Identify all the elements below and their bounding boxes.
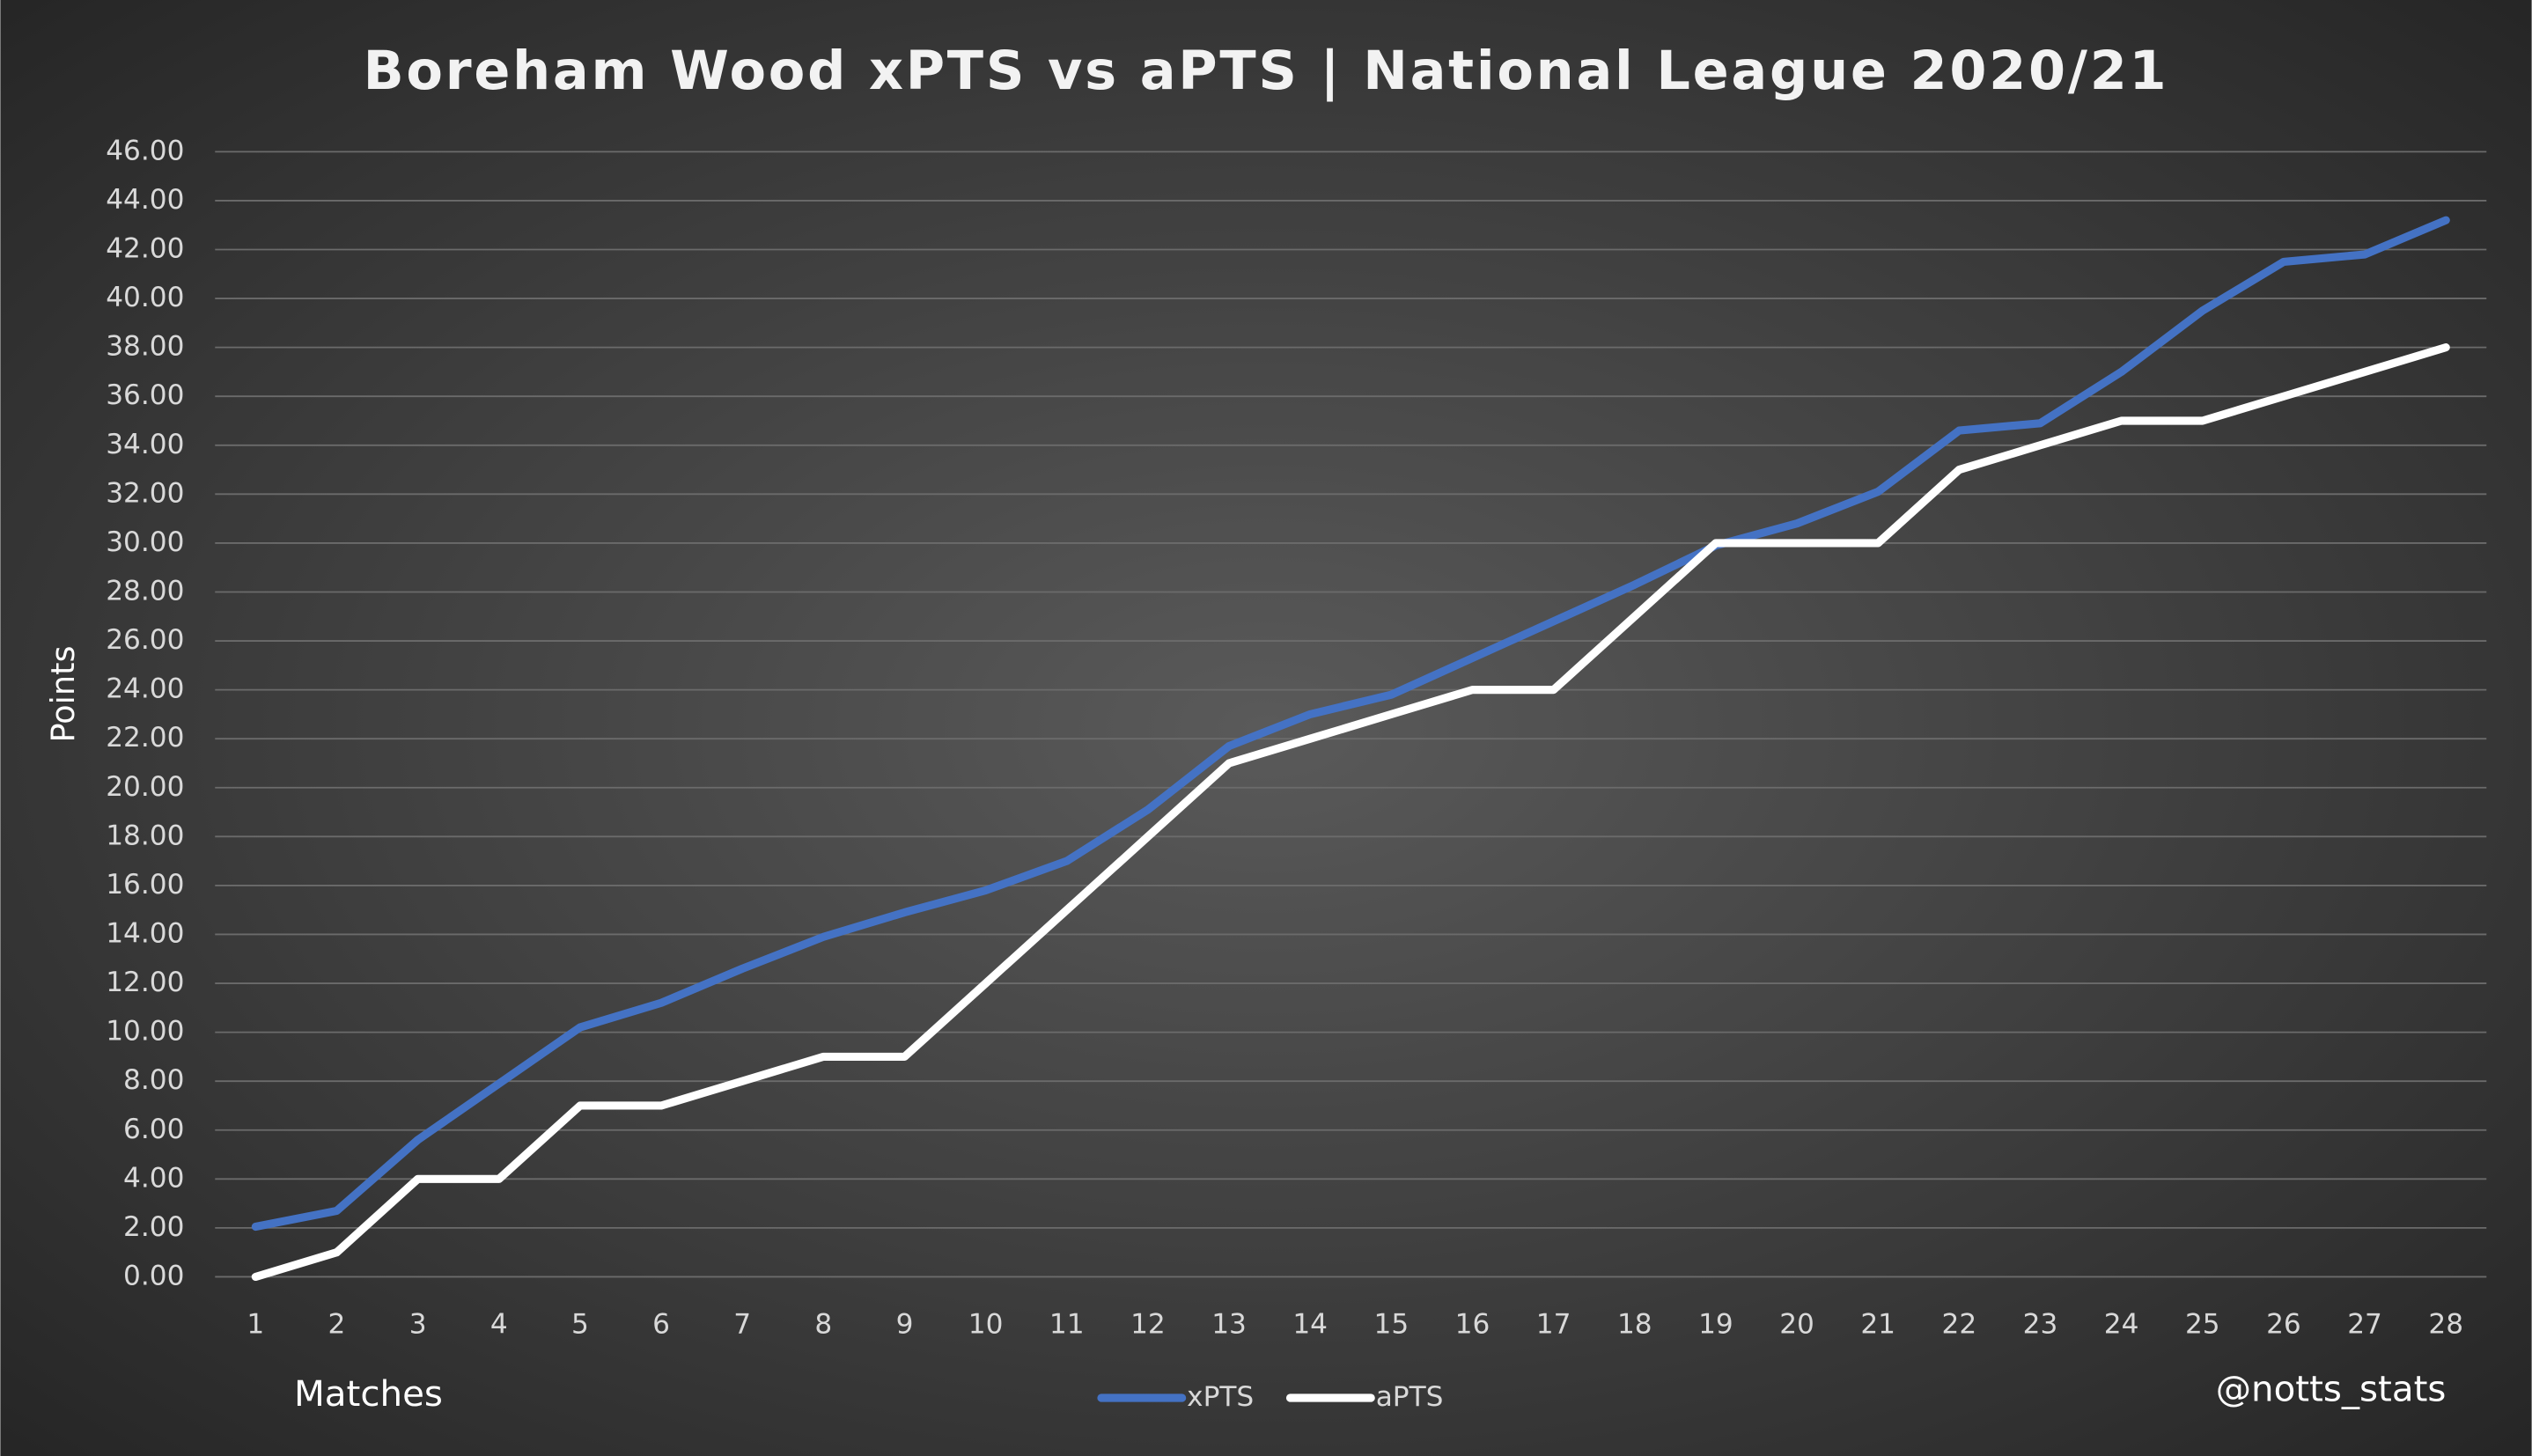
y-tick-label: 32.00: [106, 477, 184, 509]
y-tick-label: 14.00: [106, 917, 184, 949]
line-series: [251, 343, 2450, 1282]
x-tick-label: 20: [1779, 1308, 1814, 1340]
line-series: [251, 216, 2450, 1232]
x-tick-label: 10: [968, 1308, 1004, 1340]
x-tick-label: 27: [2347, 1308, 2382, 1340]
x-tick-label: 14: [1292, 1308, 1328, 1340]
x-tick-label: 15: [1374, 1308, 1410, 1340]
x-tick-label: 11: [1049, 1308, 1085, 1340]
x-tick-label: 23: [2023, 1308, 2058, 1340]
x-tick-label: 21: [1860, 1308, 1895, 1340]
y-tick-label: 40.00: [106, 282, 184, 313]
y-axis-label: Points: [44, 645, 82, 742]
legend-label: xPTS: [1187, 1381, 1254, 1413]
y-tick-label: 42.00: [106, 233, 184, 265]
y-tick-label: 10.00: [106, 1016, 184, 1048]
x-tick-label: 17: [1536, 1308, 1571, 1340]
y-tick-label: 44.00: [106, 184, 184, 216]
x-tick-label: 6: [652, 1308, 670, 1340]
y-tick-label: 34.00: [106, 429, 184, 460]
y-tick-label: 6.00: [123, 1114, 184, 1145]
chart-title: Boreham Wood xPTS vs aPTS | National Lea…: [364, 40, 2169, 102]
y-tick-label: 22.00: [106, 722, 184, 754]
annotation: @notts_stats: [2216, 1369, 2447, 1410]
y-tick-label: 18.00: [106, 820, 184, 851]
y-tick-label: 8.00: [123, 1064, 184, 1096]
x-tick-label: 18: [1617, 1308, 1652, 1340]
x-tick-label: 3: [409, 1308, 427, 1340]
x-tick-label: 19: [1698, 1308, 1733, 1340]
x-tick-label: 24: [2104, 1308, 2139, 1340]
x-axis-label: Matches: [294, 1373, 443, 1415]
y-tick-label: 4.00: [123, 1162, 184, 1194]
x-tick-label: 1: [247, 1308, 264, 1340]
y-tick-label: 46.00: [106, 135, 184, 166]
y-tick-label: 26.00: [106, 624, 184, 656]
x-tick-label: 16: [1455, 1308, 1490, 1340]
x-tick-label: 26: [2266, 1308, 2301, 1340]
y-tick-label: 2.00: [123, 1211, 184, 1243]
x-tick-label: 22: [1942, 1308, 1977, 1340]
x-tick-label: 12: [1130, 1308, 1166, 1340]
y-tick-label: 38.00: [106, 331, 184, 363]
y-tick-label: 28.00: [106, 575, 184, 607]
y-tick-label: 36.00: [106, 379, 184, 411]
y-tick-label: 24.00: [106, 673, 184, 705]
x-tick-label: 9: [896, 1308, 914, 1340]
x-tick-label: 4: [490, 1308, 508, 1340]
y-tick-label: 20.00: [106, 771, 184, 803]
y-tick-label: 0.00: [123, 1260, 184, 1291]
y-tick-label: 30.00: [106, 526, 184, 558]
x-tick-label: 13: [1211, 1308, 1247, 1340]
x-tick-label: 2: [328, 1308, 346, 1340]
x-tick-label: 25: [2185, 1308, 2220, 1340]
x-tick-label: 8: [814, 1308, 832, 1340]
x-tick-label: 28: [2428, 1308, 2463, 1340]
x-tick-label: 5: [571, 1308, 589, 1340]
y-tick-label: 16.00: [106, 869, 184, 901]
legend-label: aPTS: [1376, 1381, 1444, 1413]
y-tick-label: 12.00: [106, 967, 184, 998]
x-tick-label: 7: [733, 1308, 751, 1340]
